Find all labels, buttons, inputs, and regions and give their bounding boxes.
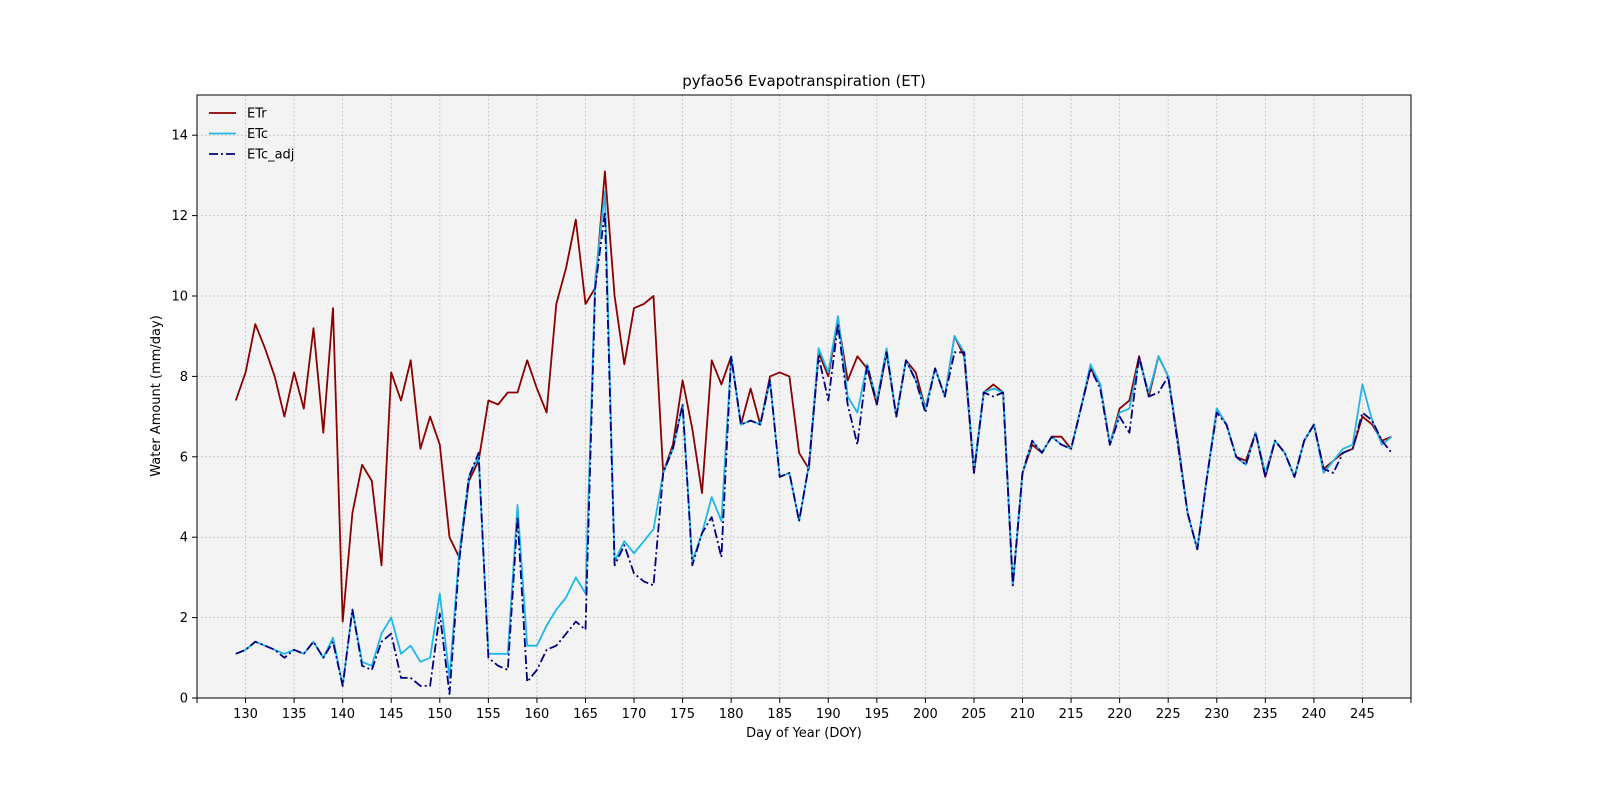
x-tick-label: 175 bbox=[670, 707, 695, 722]
x-tick-label: 205 bbox=[962, 707, 987, 722]
y-axis: 0 2 4 6 8 10 12 14 bbox=[171, 129, 197, 707]
x-tick-label: 240 bbox=[1301, 707, 1326, 722]
plot-frame bbox=[196, 94, 1412, 699]
legend: ETr ETc ETc_adj bbox=[209, 107, 294, 163]
x-tick-label: 190 bbox=[816, 707, 841, 722]
x-tick-label: 200 bbox=[913, 707, 938, 722]
legend-label: ETc_adj bbox=[247, 148, 294, 163]
y-tick-label: 12 bbox=[171, 209, 188, 224]
legend-label: ETr bbox=[247, 107, 267, 122]
y-tick-label: 2 bbox=[180, 611, 188, 626]
legend-label: ETc bbox=[247, 127, 268, 142]
x-tick-label: 220 bbox=[1107, 707, 1132, 722]
y-axis-label: Water Amount (mm/day) bbox=[149, 315, 164, 477]
x-tick-label: 185 bbox=[767, 707, 792, 722]
x-tick-label: 165 bbox=[573, 707, 598, 722]
x-tick-label: 140 bbox=[330, 707, 355, 722]
chart-title: pyfao56 Evapotranspiration (ET) bbox=[682, 72, 926, 90]
x-tick-label: 210 bbox=[1010, 707, 1035, 722]
x-tick-label: 160 bbox=[525, 707, 550, 722]
y-tick-label: 10 bbox=[171, 290, 188, 305]
y-tick-label: 6 bbox=[180, 450, 188, 465]
x-axis: 130 135 140 145 150 155 160 165 170 175 180 185 190 1… bbox=[196, 698, 1412, 722]
y-tick-label: 8 bbox=[180, 370, 188, 385]
x-tick-label: 245 bbox=[1350, 707, 1375, 722]
x-tick-label: 180 bbox=[719, 707, 744, 722]
x-tick-label: 225 bbox=[1156, 707, 1181, 722]
series-lines bbox=[234, 170, 1393, 695]
x-tick-label: 135 bbox=[282, 707, 307, 722]
x-tick-label: 195 bbox=[864, 707, 889, 722]
y-tick-label: 0 bbox=[180, 692, 188, 707]
series-line-etc-adj bbox=[235, 210, 1393, 695]
x-axis-label: Day of Year (DOY) bbox=[746, 726, 862, 741]
y-tick-label: 14 bbox=[171, 129, 188, 144]
x-tick-label: 230 bbox=[1204, 707, 1229, 722]
x-tick-label: 170 bbox=[622, 707, 647, 722]
y-tick-label: 4 bbox=[180, 531, 188, 546]
x-tick-label: 150 bbox=[427, 707, 452, 722]
x-tick-label: 155 bbox=[476, 707, 501, 722]
x-tick-label: 235 bbox=[1253, 707, 1278, 722]
plot-area bbox=[197, 95, 1411, 698]
x-tick-label: 130 bbox=[233, 707, 258, 722]
x-tick-label: 145 bbox=[379, 707, 404, 722]
x-tick-label: 215 bbox=[1059, 707, 1084, 722]
